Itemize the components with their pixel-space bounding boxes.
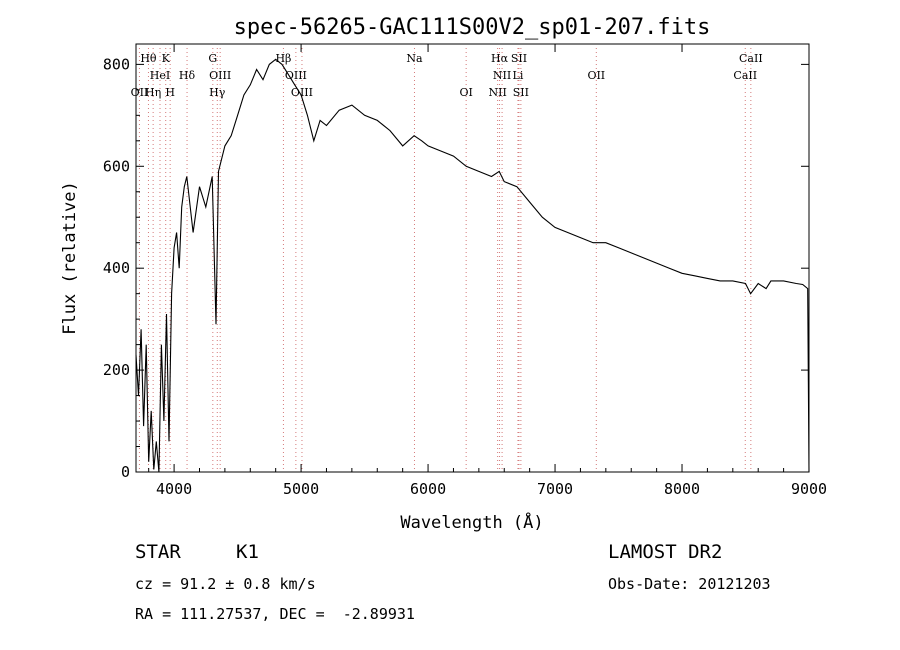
y-tick-label: 400 bbox=[103, 259, 130, 277]
line-label: Li bbox=[513, 69, 524, 82]
object-subclass: K1 bbox=[236, 541, 259, 563]
line-label: CaII bbox=[739, 52, 763, 65]
survey-name: LAMOST DR2 bbox=[608, 541, 723, 563]
object-class: STAR bbox=[135, 541, 181, 563]
line-label: Hδ bbox=[179, 69, 196, 82]
x-tick-label: 7000 bbox=[537, 480, 573, 498]
x-tick-label: 4000 bbox=[156, 480, 192, 498]
line-label: CaII bbox=[733, 69, 757, 82]
y-tick-label: 600 bbox=[103, 157, 130, 175]
y-axis-label: Flux (relative) bbox=[60, 181, 80, 335]
y-axis: 0 200 400 600 800 bbox=[103, 55, 809, 481]
line-label: Hθ bbox=[140, 52, 157, 65]
line-label: SII bbox=[513, 86, 529, 99]
y-tick-label: 0 bbox=[121, 463, 130, 481]
line-label: G bbox=[208, 52, 217, 65]
line-markers bbox=[138, 48, 752, 472]
line-label: HeI bbox=[150, 69, 170, 82]
obs-date: Obs-Date: 20121203 bbox=[608, 575, 771, 593]
x-tick-label: 9000 bbox=[791, 480, 827, 498]
x-axis-label: Wavelength (Å) bbox=[400, 511, 543, 533]
chart-title: spec-56265-GAC111S00V2_sp01-207.fits bbox=[234, 15, 711, 40]
line-label: SII bbox=[511, 52, 527, 65]
x-axis: 4000 5000 6000 7000 8000 9000 bbox=[148, 44, 827, 498]
line-label: NII bbox=[488, 86, 506, 99]
line-label: OII bbox=[587, 69, 605, 82]
line-label: OIII bbox=[291, 86, 313, 99]
redshift-readout: cz = 91.2 ± 0.8 km/s bbox=[135, 575, 316, 593]
x-tick-label: 8000 bbox=[664, 480, 700, 498]
line-label: OII bbox=[131, 86, 149, 99]
line-label: NII bbox=[493, 69, 511, 82]
line-label: K bbox=[162, 52, 171, 65]
line-label: OIII bbox=[285, 69, 307, 82]
line-label: OIII bbox=[209, 69, 231, 82]
flux-series-line bbox=[135, 58, 810, 473]
line-label: Hα bbox=[491, 52, 509, 65]
plot-frame bbox=[135, 43, 810, 473]
y-tick-label: 200 bbox=[103, 361, 130, 379]
line-label: Na bbox=[406, 52, 423, 65]
line-label: Hη bbox=[145, 86, 161, 99]
line-label: Hγ bbox=[209, 86, 226, 99]
line-label: Hβ bbox=[275, 52, 291, 65]
coordinates: RA = 111.27537, DEC = -2.89931 bbox=[135, 605, 415, 623]
line-label: OI bbox=[459, 86, 472, 99]
x-tick-label: 6000 bbox=[410, 480, 446, 498]
line-label: H bbox=[165, 86, 175, 99]
y-tick-label: 800 bbox=[103, 55, 130, 73]
x-tick-label: 5000 bbox=[283, 480, 319, 498]
